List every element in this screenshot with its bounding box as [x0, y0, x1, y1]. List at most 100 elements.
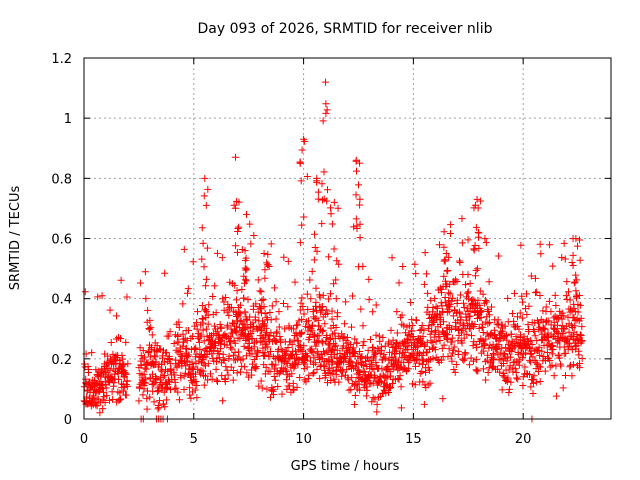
- data-point: [511, 365, 519, 373]
- data-point: [299, 302, 307, 310]
- data-point: [573, 334, 581, 342]
- data-point: [229, 376, 237, 384]
- data-point: [530, 372, 538, 380]
- data-point: [359, 262, 367, 270]
- data-point: [389, 379, 397, 387]
- data-point: [222, 363, 230, 371]
- data-point: [479, 329, 487, 337]
- data-point: [243, 265, 251, 273]
- data-point: [575, 291, 583, 299]
- data-point: [303, 172, 311, 180]
- data-point: [466, 280, 474, 288]
- data-point: [553, 321, 561, 329]
- data-point: [362, 392, 370, 400]
- data-point: [448, 357, 456, 365]
- data-point: [290, 325, 298, 333]
- data-point: [332, 341, 340, 349]
- data-point: [393, 329, 401, 337]
- data-point: [218, 254, 226, 262]
- data-point: [323, 197, 331, 205]
- data-point: [244, 296, 252, 304]
- data-point: [156, 346, 164, 354]
- data-point: [451, 368, 459, 376]
- data-point: [440, 228, 448, 236]
- data-point: [258, 297, 266, 305]
- data-point: [143, 405, 151, 413]
- data-point: [456, 259, 464, 267]
- data-point: [309, 360, 317, 368]
- data-point: [325, 295, 333, 303]
- data-point: [265, 262, 273, 270]
- data-point: [122, 338, 130, 346]
- data-point: [192, 378, 200, 386]
- data-point: [271, 284, 279, 292]
- data-point: [268, 360, 276, 368]
- data-point: [463, 289, 471, 297]
- data-point: [558, 254, 566, 262]
- data-point: [297, 299, 305, 307]
- data-point: [366, 336, 374, 344]
- data-point: [172, 384, 180, 392]
- data-point: [150, 352, 158, 360]
- data-point: [456, 291, 464, 299]
- data-point: [372, 301, 380, 309]
- data-point: [261, 274, 269, 282]
- data-point: [374, 344, 382, 352]
- data-point: [485, 278, 493, 286]
- data-point: [550, 372, 558, 380]
- data-point: [377, 343, 385, 351]
- data-point: [256, 332, 264, 340]
- data-point: [316, 375, 324, 383]
- data-point: [332, 276, 340, 284]
- data-point: [175, 323, 183, 331]
- data-point: [505, 389, 513, 397]
- data-point: [431, 295, 439, 303]
- data-point: [151, 353, 159, 361]
- data-point: [534, 347, 542, 355]
- data-point: [348, 292, 356, 300]
- data-point: [296, 159, 304, 167]
- data-point: [546, 357, 554, 365]
- data-point: [257, 288, 265, 296]
- data-point: [527, 383, 535, 391]
- data-point: [318, 220, 326, 228]
- data-point: [289, 386, 297, 394]
- data-point: [486, 311, 494, 319]
- data-point: [392, 338, 400, 346]
- data-point: [316, 293, 324, 301]
- data-point: [342, 298, 350, 306]
- data-point: [540, 352, 548, 360]
- data-point: [446, 280, 454, 288]
- data-point: [300, 342, 308, 350]
- data-point: [428, 327, 436, 335]
- data-point: [369, 308, 377, 316]
- data-point: [260, 321, 268, 329]
- data-point: [420, 400, 428, 408]
- data-point: [217, 340, 225, 348]
- data-point: [388, 254, 396, 262]
- data-point: [278, 390, 286, 398]
- data-point: [328, 358, 336, 366]
- data-point: [258, 309, 266, 317]
- data-point: [287, 352, 295, 360]
- data-point: [289, 379, 297, 387]
- data-point: [180, 245, 188, 253]
- data-point: [426, 379, 434, 387]
- data-point: [445, 297, 453, 305]
- data-point: [528, 340, 536, 348]
- data-point: [524, 321, 532, 329]
- data-point: [460, 356, 468, 364]
- data-point: [198, 301, 206, 309]
- data-point: [297, 346, 305, 354]
- data-point: [202, 372, 210, 380]
- data-point: [166, 328, 174, 336]
- data-point: [572, 271, 580, 279]
- data-point: [438, 289, 446, 297]
- data-point: [427, 337, 435, 345]
- data-point: [221, 375, 229, 383]
- data-point: [531, 274, 539, 282]
- data-point: [547, 308, 555, 316]
- data-point: [527, 336, 535, 344]
- data-point: [380, 351, 388, 359]
